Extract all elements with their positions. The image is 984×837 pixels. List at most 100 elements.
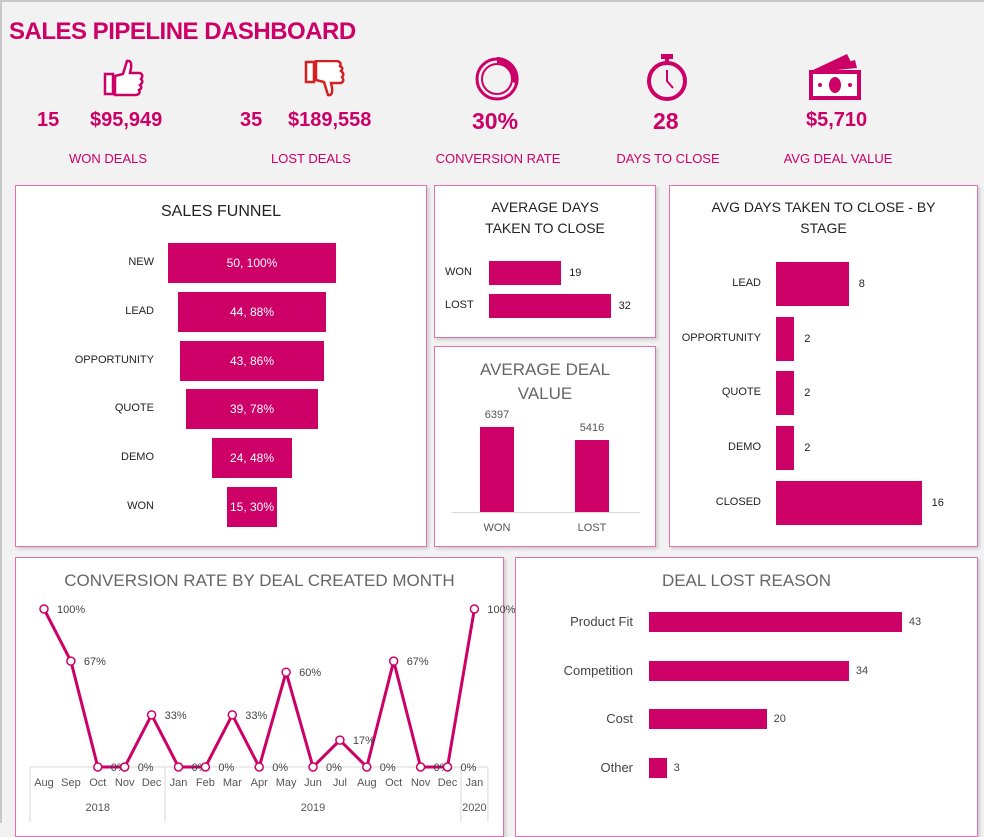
month-tick-label: Jun xyxy=(304,777,322,789)
funnel-data-label: 44, 88% xyxy=(229,304,275,319)
avg-value-category-label: LOST xyxy=(577,522,607,534)
data-label: 0% xyxy=(380,762,396,774)
data-label: 33% xyxy=(165,710,187,722)
data-point xyxy=(146,710,157,720)
month-tick-label: Aug xyxy=(357,777,377,789)
data-point xyxy=(66,656,76,666)
donut-ring-icon xyxy=(475,57,519,101)
lost-reason-category-label: Competition xyxy=(563,662,633,678)
lost-value: $189,558 xyxy=(288,109,372,131)
month-tick-label: Apr xyxy=(251,777,268,789)
data-point xyxy=(388,656,399,666)
lost-reason-bar xyxy=(649,660,849,681)
data-label: 0% xyxy=(326,762,342,774)
data-label: 67% xyxy=(407,656,429,668)
month-tick-label: Dec xyxy=(142,777,162,789)
data-point xyxy=(200,762,211,772)
days-value: 28 xyxy=(653,108,679,134)
conversion-rate-panel: CONVERSION RATE BY DEAL CREATED MONTH xyxy=(15,557,504,837)
funnel-bar xyxy=(186,389,318,430)
funnel-data-label: 43, 86% xyxy=(229,353,274,368)
avg-days-bar xyxy=(489,294,611,318)
lost-reason-bar xyxy=(649,709,767,730)
data-point xyxy=(119,762,130,772)
data-label: 0% xyxy=(461,762,477,774)
month-tick-label: Jul xyxy=(333,777,347,789)
data-label: 0% xyxy=(218,762,234,774)
month-tick-label: Nov xyxy=(411,777,431,789)
funnel-category-label: QUOTE xyxy=(114,402,154,415)
stage-data-label: 16 xyxy=(931,496,944,509)
lost-count: 35 xyxy=(240,109,263,131)
lost-reason-category-label: Product Fit xyxy=(570,614,633,629)
avg-days-data-label: 19 xyxy=(569,267,582,279)
month-tick-label: Feb xyxy=(196,777,215,789)
lost-reason-data-label: 43 xyxy=(908,616,922,628)
month-tick-label: Mar xyxy=(223,777,242,789)
avg-value-category-label: WON xyxy=(483,522,511,534)
funnel-bar xyxy=(178,291,326,332)
panel-title: AVERAGE DAYS TAKEN TO CLOSE xyxy=(485,199,605,236)
data-point xyxy=(469,604,480,614)
month-tick-label: May xyxy=(276,777,297,789)
stage-data-label: 2 xyxy=(804,332,811,345)
funnel-data-label: 50, 100% xyxy=(226,256,278,270)
data-point xyxy=(227,710,238,720)
won-count: 15 xyxy=(37,109,60,131)
panel-title: AVERAGE DEAL VALUE xyxy=(479,360,611,403)
month-tick-label: Aug xyxy=(34,777,54,789)
funnel-data-label: 24, 48% xyxy=(229,451,274,466)
stage-bar xyxy=(776,262,849,306)
lost-reason-category-label: Other xyxy=(600,760,633,776)
avg-days-category-label: LOST xyxy=(445,299,474,311)
lost-reason-data-label: 20 xyxy=(773,713,786,726)
funnel-data-label: 39, 78% xyxy=(229,402,274,417)
avg-value-data-label: 6397 xyxy=(484,409,510,421)
funnel-category-label: LEAD xyxy=(125,304,154,317)
funnel-bar xyxy=(226,487,278,527)
avg-days-data-label: 32 xyxy=(618,300,631,312)
lost-reason-category-label: Cost xyxy=(606,711,633,727)
stage-bar xyxy=(776,480,922,525)
data-point xyxy=(93,762,103,772)
funnel-category-label: WON xyxy=(127,500,154,512)
avg-deal-value-panel: AVERAGE DEAL VALUE 6397 WON 5416 LOST xyxy=(434,346,656,547)
avg-value-data-label: 5416 xyxy=(579,422,605,435)
month-tick-label: Nov xyxy=(115,777,135,789)
lost-reason-data-label: 34 xyxy=(855,664,869,677)
funnel-bar xyxy=(211,438,293,479)
month-tick-label: Jan xyxy=(170,777,188,789)
avg-days-panel: AVERAGE DAYS TAKEN TO CLOSE WON 19 LOST 32 xyxy=(434,185,656,338)
stage-category-label: QUOTE xyxy=(721,386,761,399)
page-title: SALES PIPELINE DASHBOARD xyxy=(9,18,356,45)
data-point xyxy=(281,667,291,677)
stage-bar xyxy=(776,371,795,416)
panel-title: AVG DAYS TAKEN TO CLOSE - BY STAGE xyxy=(711,199,936,236)
data-label: 0% xyxy=(138,762,154,774)
funnel-bar xyxy=(168,243,336,283)
data-point xyxy=(362,762,372,772)
data-point xyxy=(335,735,345,745)
data-point xyxy=(173,762,184,772)
funnel-bar xyxy=(179,340,325,381)
panel-title: CONVERSION RATE BY DEAL CREATED MONTH xyxy=(64,571,455,590)
month-tick-label: Oct xyxy=(385,777,402,789)
data-label: 17% xyxy=(353,735,375,747)
stage-category-label: LEAD xyxy=(732,277,761,289)
stage-category-label: CLOSED xyxy=(715,495,761,508)
stage-data-label: 2 xyxy=(804,387,811,400)
thumbs-down-icon xyxy=(304,60,345,97)
won-value: $95,949 xyxy=(90,109,163,131)
stage-data-label: 2 xyxy=(804,442,811,455)
avg-deal-value: $5,710 xyxy=(806,109,868,131)
funnel-category-label: OPPORTUNITY xyxy=(74,353,154,366)
stage-category-label: OPPORTUNITY xyxy=(681,331,761,344)
month-tick-label: Oct xyxy=(89,777,106,789)
data-point xyxy=(442,762,453,772)
year-label: 2018 xyxy=(86,802,110,814)
data-label: 100% xyxy=(487,604,515,616)
won-label: WON DEALS xyxy=(68,151,147,166)
funnel-data-label: 15, 30% xyxy=(229,500,275,514)
conversion-value: 30% xyxy=(472,108,519,134)
data-label: 100% xyxy=(57,604,85,616)
